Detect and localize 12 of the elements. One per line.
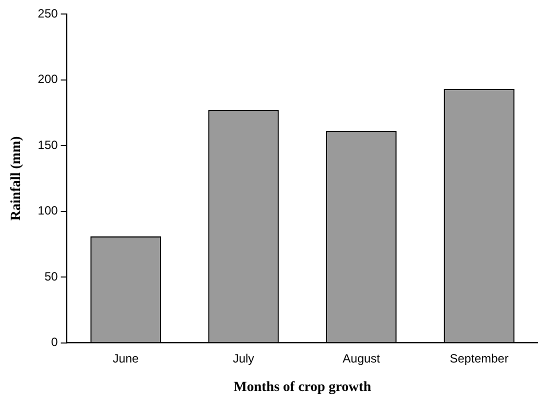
x-tick-label: July (232, 351, 254, 366)
y-tick-label: 100 (38, 204, 58, 218)
y-tick-label: 250 (38, 6, 58, 20)
y-tick-label: 50 (44, 269, 58, 284)
x-tick-label: September (450, 351, 508, 366)
x-tick-label: August (342, 351, 381, 366)
x-tick-label: June (112, 351, 140, 366)
y-tick-label: 0 (51, 335, 58, 350)
x-axis-title: Months of crop growth (234, 380, 372, 396)
y-axis-title: Rainfall (mm) (9, 136, 24, 221)
y-tick-label: 200 (38, 72, 58, 86)
y-tick-label: 150 (38, 138, 58, 152)
